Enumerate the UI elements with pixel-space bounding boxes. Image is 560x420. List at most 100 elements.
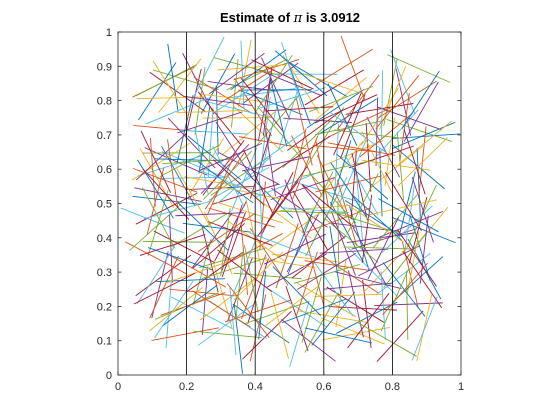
- needle: [281, 298, 347, 324]
- needle: [133, 272, 196, 305]
- needle: [294, 70, 361, 94]
- needle: [314, 94, 378, 124]
- needle: [267, 165, 308, 223]
- needle: [149, 71, 206, 113]
- needle: [265, 128, 276, 197]
- needle: [165, 279, 172, 349]
- needle: [232, 105, 284, 153]
- needle: [401, 70, 440, 129]
- needle: [340, 35, 366, 101]
- needle: [193, 330, 262, 339]
- needle: [232, 303, 290, 344]
- needle: [351, 228, 418, 250]
- needle: [336, 301, 398, 334]
- needle: [243, 149, 273, 213]
- needle: [197, 161, 254, 204]
- needle: [125, 241, 187, 274]
- needle: [132, 195, 201, 205]
- needle: [197, 91, 242, 146]
- needle: [314, 120, 383, 136]
- needle: [409, 214, 431, 281]
- needle: [275, 50, 328, 97]
- needle: [207, 151, 237, 215]
- needle: [408, 197, 428, 264]
- chart-title: Estimate of π is 3.0912: [220, 10, 360, 26]
- needle: [381, 205, 433, 253]
- needle: [368, 145, 424, 190]
- needle: [191, 212, 233, 269]
- needle: [217, 64, 286, 71]
- needle: [131, 142, 190, 181]
- needle: [192, 223, 246, 269]
- needle: [229, 286, 237, 355]
- needle: [369, 199, 437, 216]
- needle: [346, 173, 379, 235]
- needle: [314, 293, 383, 298]
- needle: [147, 247, 213, 271]
- needle: [158, 58, 202, 114]
- needle: [215, 121, 254, 180]
- needle: [306, 107, 345, 166]
- y-tick-label: 0.6: [97, 164, 112, 176]
- needle: [315, 175, 383, 193]
- needle: [234, 78, 272, 137]
- needle: [161, 146, 196, 207]
- y-tick-label: 0.7: [97, 130, 112, 142]
- needle: [348, 270, 364, 338]
- needle: [362, 159, 431, 171]
- needle: [351, 193, 403, 241]
- needle: [255, 94, 300, 148]
- needle: [397, 229, 437, 287]
- needle: [220, 208, 231, 277]
- needle: [383, 233, 427, 288]
- needle: [247, 256, 316, 269]
- needle: [177, 111, 243, 134]
- title-prefix: Estimate of: [220, 10, 294, 25]
- needle: [216, 68, 275, 106]
- needle: [198, 105, 211, 174]
- needle: [182, 222, 251, 233]
- needle: [270, 79, 288, 147]
- needle: [162, 158, 231, 165]
- needle: [208, 207, 276, 228]
- needle: [387, 54, 451, 83]
- needle: [257, 181, 299, 237]
- needle: [334, 271, 402, 290]
- needle: [284, 179, 309, 245]
- needle: [330, 162, 369, 221]
- needle: [222, 233, 283, 267]
- needle: [322, 326, 390, 341]
- needle: [144, 147, 208, 176]
- needle: [419, 215, 429, 284]
- needle: [411, 176, 434, 243]
- needle: [192, 290, 251, 328]
- needle: [245, 198, 262, 266]
- x-axis-ticks: 0 0.2 0.4 0.6 0.8 1: [115, 32, 464, 393]
- needle: [233, 272, 302, 280]
- needle: [319, 248, 389, 254]
- needle: [270, 292, 290, 359]
- needle: [296, 98, 313, 166]
- needle: [329, 226, 342, 295]
- needle: [382, 262, 428, 316]
- needle: [280, 207, 350, 214]
- needle: [285, 285, 309, 352]
- needle: [309, 85, 374, 113]
- needle: [330, 211, 356, 276]
- needle: [207, 108, 214, 178]
- needle: [212, 159, 265, 206]
- needle: [289, 128, 307, 196]
- y-tick-label: 1: [106, 27, 112, 39]
- needle: [292, 190, 329, 251]
- needle: [301, 184, 345, 239]
- needle: [149, 255, 179, 319]
- needle: [212, 183, 279, 205]
- needle: [380, 271, 386, 340]
- needles-layer: [120, 35, 460, 374]
- needle: [306, 88, 365, 129]
- needle: [142, 168, 190, 220]
- needle: [375, 252, 431, 296]
- needle: [129, 204, 181, 251]
- needle: [235, 251, 244, 320]
- needle: [214, 74, 274, 113]
